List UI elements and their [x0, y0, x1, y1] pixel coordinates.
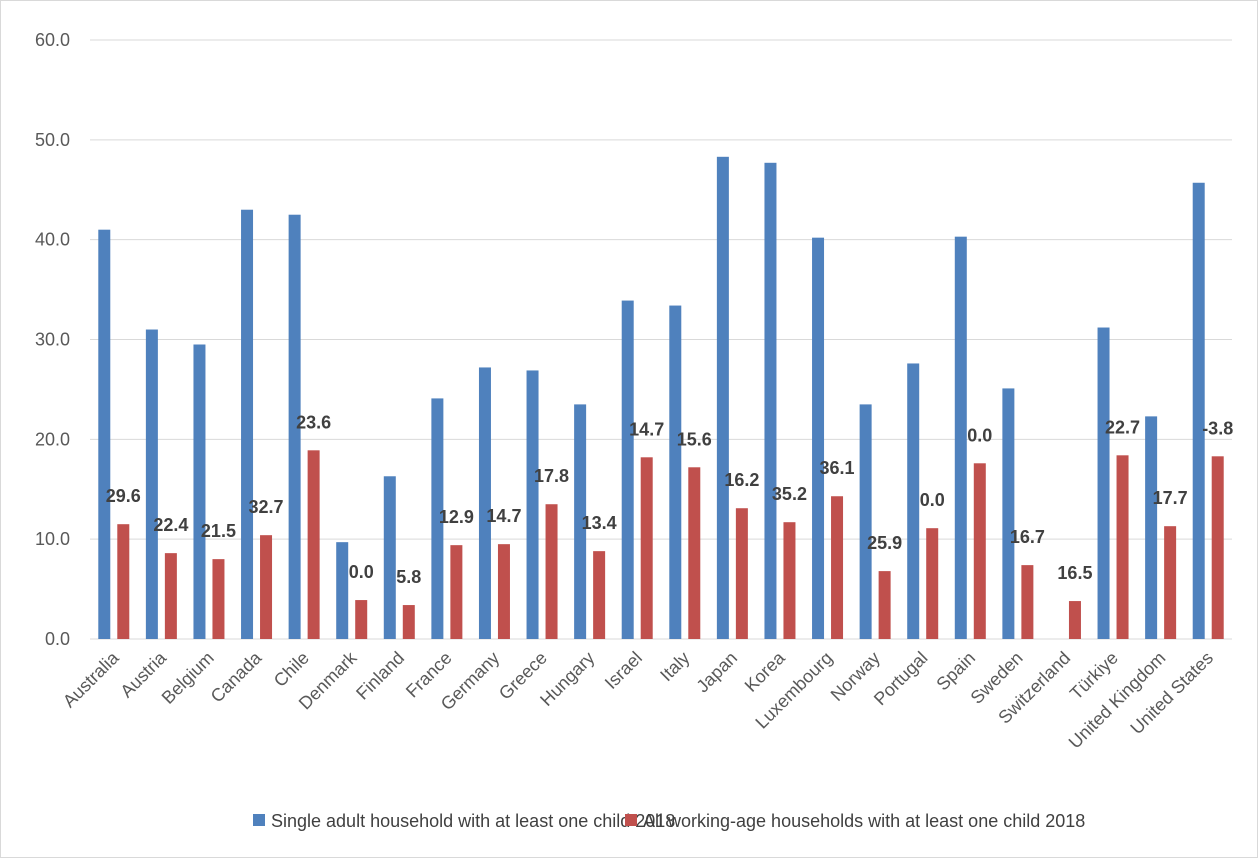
data-label: 35.2: [772, 484, 807, 504]
bar-single-adult: [859, 404, 872, 639]
bar-single-adult: [431, 398, 444, 639]
bar-all-working-age: [688, 467, 701, 639]
bar-all-working-age: [1164, 526, 1177, 639]
data-label: 21.5: [201, 521, 236, 541]
bar-all-working-age: [260, 535, 273, 639]
y-axis-tick-labels: 0.0 10.0 20.0 30.0 40.0 50.0 60.0: [35, 30, 70, 649]
bar-all-working-age: [735, 508, 748, 639]
y-tick-label: 60.0: [35, 30, 70, 50]
data-label: 5.8: [396, 567, 421, 587]
data-label: 23.6: [296, 412, 331, 432]
y-tick-label: 10.0: [35, 529, 70, 549]
bar-all-working-age: [497, 544, 510, 639]
legend-swatch: [625, 814, 637, 826]
x-tick-label: Chile: [270, 648, 313, 691]
bar-all-working-age: [831, 496, 844, 639]
bar-single-adult: [621, 300, 634, 639]
legend-label: All working-age households with at least…: [643, 811, 1085, 831]
x-tick-label: Japan: [692, 648, 741, 697]
bar-single-adult: [1097, 327, 1110, 639]
bar-single-adult: [288, 214, 301, 640]
data-label: 14.7: [486, 506, 521, 526]
bar-all-working-age: [878, 571, 891, 639]
x-tick-label: United States: [1126, 648, 1217, 739]
bar-single-adult: [669, 305, 682, 639]
data-label: 13.4: [582, 513, 617, 533]
bar-single-adult: [526, 370, 539, 639]
bar-all-working-age: [450, 545, 463, 639]
bar-all-working-age: [593, 551, 606, 639]
legend-swatch: [253, 814, 265, 826]
bar-single-adult: [193, 344, 206, 639]
bar-all-working-age: [1068, 601, 1081, 639]
data-label: 12.9: [439, 507, 474, 527]
data-label: 0.0: [920, 490, 945, 510]
bar-single-adult: [1192, 182, 1205, 640]
bar-single-adult: [336, 542, 349, 639]
bar-all-working-age: [973, 463, 986, 639]
data-label: 0.0: [349, 562, 374, 582]
bar-single-adult: [812, 237, 825, 640]
legend-label: Single adult household with at least one…: [271, 811, 675, 831]
x-tick-label: Canada: [207, 647, 266, 706]
bar-single-adult: [1145, 416, 1158, 639]
y-tick-label: 50.0: [35, 130, 70, 150]
bar-single-adult: [478, 367, 491, 639]
data-label: 32.7: [249, 497, 284, 517]
data-label: 17.8: [534, 466, 569, 486]
gridlines: [90, 39, 1232, 640]
bar-all-working-age: [545, 504, 558, 639]
x-tick-label: Italy: [656, 648, 693, 685]
bar-single-adult: [954, 236, 967, 639]
bar-all-working-age: [212, 559, 225, 639]
legend: Single adult household with at least one…: [253, 811, 1085, 831]
bar-all-working-age: [1211, 456, 1224, 639]
bar-single-adult: [764, 162, 777, 640]
bar-all-working-age: [640, 457, 653, 639]
bar-all-working-age: [117, 524, 130, 639]
x-tick-label: Australia: [59, 647, 123, 711]
y-tick-label: 30.0: [35, 330, 70, 350]
y-tick-label: 40.0: [35, 230, 70, 250]
data-label: 22.7: [1105, 417, 1140, 437]
data-label: 15.6: [677, 429, 712, 449]
bar-single-adult: [145, 329, 158, 639]
y-tick-label: 0.0: [45, 629, 70, 649]
bar-all-working-age: [783, 522, 796, 639]
bar-single-adult: [907, 363, 920, 639]
data-label: 36.1: [820, 458, 855, 478]
bar-single-adult: [241, 209, 254, 639]
data-label: 22.4: [153, 515, 188, 535]
data-label: 29.6: [106, 486, 141, 506]
y-tick-label: 20.0: [35, 429, 70, 449]
data-label: 17.7: [1153, 488, 1188, 508]
bar-all-working-age: [1021, 565, 1034, 639]
bars: [98, 156, 1224, 640]
bar-all-working-age: [355, 600, 368, 639]
bar-single-adult: [383, 476, 396, 639]
bar-all-working-age: [164, 553, 177, 639]
x-tick-label: Belgium: [158, 648, 218, 708]
x-tick-label: Finland: [352, 648, 408, 704]
data-label: 16.2: [724, 470, 759, 490]
bar-all-working-age: [307, 450, 320, 639]
bar-single-adult: [98, 229, 111, 639]
bar-single-adult: [716, 156, 729, 639]
data-label: 14.7: [629, 419, 664, 439]
data-label: 0.0: [967, 425, 992, 445]
data-label: 25.9: [867, 533, 902, 553]
bar-all-working-age: [926, 528, 939, 639]
x-tick-label: Israel: [601, 648, 646, 693]
data-labels: 29.6 22.4 21.5 32.7 23.6 0.0 5.8 12.9 14.7 17.8 13…: [106, 412, 1233, 587]
data-label: 16.5: [1057, 563, 1092, 583]
data-label: -3.8: [1202, 418, 1233, 438]
data-label: 16.7: [1010, 527, 1045, 547]
bar-single-adult: [1002, 388, 1015, 639]
bar-all-working-age: [1116, 455, 1129, 639]
bar-single-adult: [574, 404, 587, 639]
x-tick-label: Portugal: [870, 648, 932, 710]
bar-all-working-age: [402, 605, 415, 639]
